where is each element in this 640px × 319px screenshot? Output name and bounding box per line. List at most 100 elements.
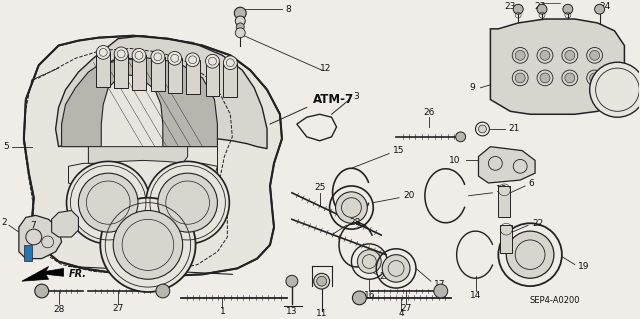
Text: 11: 11 [316,309,328,318]
Polygon shape [19,215,61,259]
Text: 9: 9 [470,83,476,92]
Circle shape [35,284,49,298]
Text: 15: 15 [393,146,404,155]
Circle shape [314,273,330,289]
Text: 7: 7 [30,221,36,230]
Text: 18: 18 [497,185,508,194]
Circle shape [317,276,326,286]
Circle shape [132,48,146,62]
Polygon shape [88,147,188,173]
Bar [205,61,220,96]
Circle shape [286,275,298,287]
Polygon shape [479,147,535,183]
Circle shape [565,50,575,60]
Text: 6: 6 [528,180,534,189]
Text: 13: 13 [286,307,298,316]
Circle shape [151,50,165,64]
Circle shape [79,173,138,232]
Circle shape [353,291,366,305]
Text: 28: 28 [349,218,361,227]
Bar [500,225,512,253]
Circle shape [186,53,200,67]
Circle shape [565,73,575,83]
Bar [168,58,182,93]
Bar [132,56,146,90]
Text: 8: 8 [285,5,291,14]
Text: 22: 22 [380,272,390,281]
Text: 2: 2 [1,218,7,227]
Text: 14: 14 [470,292,481,300]
Text: 10: 10 [449,156,461,165]
Polygon shape [68,160,218,193]
Circle shape [156,284,170,298]
Polygon shape [56,36,267,149]
Circle shape [434,284,448,298]
Circle shape [456,132,465,142]
Circle shape [589,50,600,60]
Circle shape [540,73,550,83]
Text: 26: 26 [423,108,435,117]
Text: 27: 27 [401,304,412,313]
Circle shape [205,54,220,68]
Text: 19: 19 [578,262,589,271]
Bar [151,57,165,91]
Text: 28: 28 [53,305,64,314]
Text: 24: 24 [599,2,610,11]
Text: 20: 20 [403,191,415,200]
Text: 23: 23 [504,2,516,11]
Circle shape [563,4,573,14]
Circle shape [158,173,218,232]
Circle shape [515,50,525,60]
Circle shape [146,161,229,244]
Text: FR.: FR. [68,269,86,279]
Bar [499,186,510,217]
Circle shape [595,4,605,14]
Text: 12: 12 [319,63,331,73]
Text: 21: 21 [508,124,520,133]
Text: 25: 25 [314,183,325,192]
Circle shape [223,56,237,70]
Bar [186,60,200,94]
Circle shape [236,16,245,26]
Circle shape [96,46,110,59]
Text: 23: 23 [534,2,546,11]
Bar [223,63,237,97]
Text: 1: 1 [220,307,225,316]
Bar [96,52,110,87]
Circle shape [113,211,182,279]
Polygon shape [490,19,625,114]
Circle shape [515,73,525,83]
Circle shape [513,4,523,14]
Polygon shape [52,211,79,237]
Circle shape [537,4,547,14]
Circle shape [506,231,554,278]
Text: 22: 22 [532,219,543,228]
Circle shape [168,51,182,65]
Circle shape [335,192,367,223]
Circle shape [114,47,128,61]
Polygon shape [61,57,218,147]
Circle shape [234,7,246,19]
Circle shape [236,28,245,38]
Circle shape [382,255,410,282]
Text: 5: 5 [3,142,9,151]
Text: 4: 4 [398,309,404,318]
Circle shape [540,50,550,60]
Circle shape [479,125,486,133]
Text: SEP4-A0200: SEP4-A0200 [530,296,580,305]
Text: 16: 16 [364,292,375,300]
Polygon shape [24,36,282,276]
Circle shape [67,161,150,244]
Circle shape [236,23,244,31]
Text: ATM-7: ATM-7 [313,93,354,106]
Circle shape [589,62,640,117]
Text: 3: 3 [353,92,359,101]
Bar [24,245,32,261]
Bar [114,54,128,88]
Text: 17: 17 [434,280,445,289]
Circle shape [589,73,600,83]
Circle shape [357,250,381,273]
Text: 27: 27 [113,304,124,313]
Circle shape [100,198,196,292]
Polygon shape [22,266,63,281]
